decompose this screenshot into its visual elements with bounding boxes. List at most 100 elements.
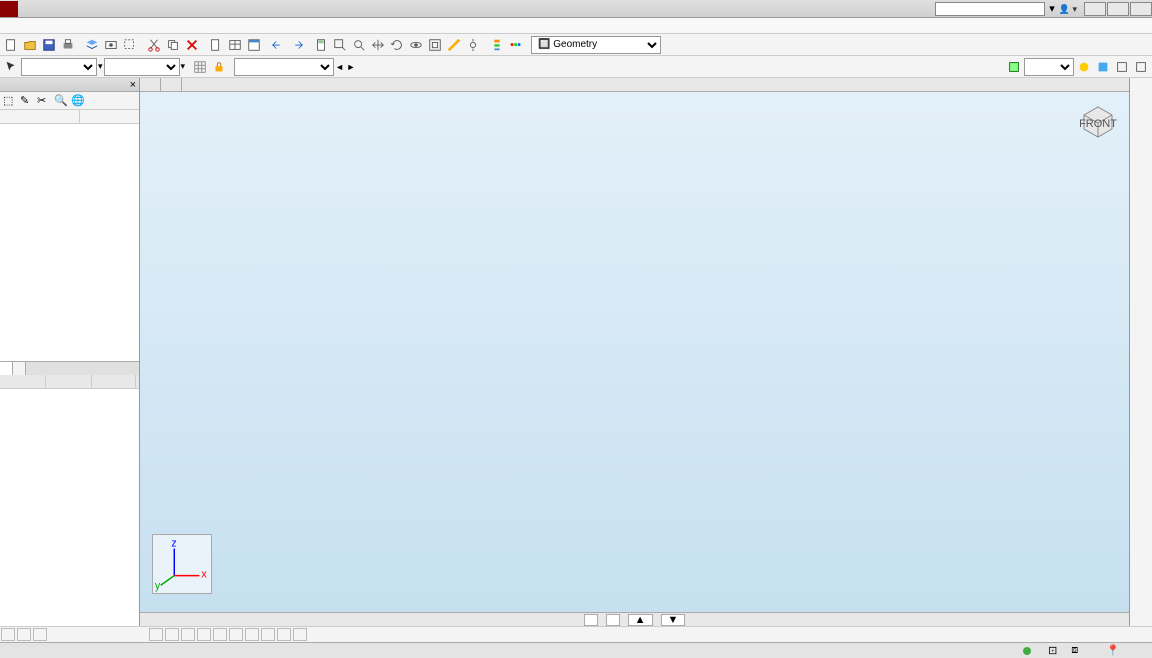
geometry-combo[interactable]: 🔲 Geometry xyxy=(531,36,661,54)
cursor-icon[interactable] xyxy=(2,58,20,76)
tab-groups[interactable] xyxy=(13,362,26,375)
maximize-button[interactable] xyxy=(1107,2,1129,16)
selection-icon[interactable] xyxy=(121,36,139,54)
right-toolbar xyxy=(1130,78,1152,626)
view-opt1-icon[interactable] xyxy=(1075,58,1093,76)
viewport-tab-view[interactable] xyxy=(140,78,161,91)
titlebar: ▾ 👤 ▾ xyxy=(0,0,1152,18)
zoom-extents-icon[interactable] xyxy=(350,36,368,54)
tree-globe-icon[interactable]: 🌐 xyxy=(71,94,85,108)
pan-icon[interactable] xyxy=(369,36,387,54)
svg-text:z: z xyxy=(171,538,176,550)
delete-icon[interactable] xyxy=(183,36,201,54)
screenshot-icon[interactable] xyxy=(102,36,120,54)
search-input[interactable] xyxy=(935,2,1045,16)
z-level-field[interactable] xyxy=(606,614,620,626)
orbit-icon[interactable] xyxy=(407,36,425,54)
viewport[interactable]: FRONT z x y ▲ ▼ xyxy=(140,78,1130,626)
bt-v10-icon[interactable] xyxy=(293,628,307,641)
print-icon[interactable] xyxy=(59,36,77,54)
grid-col-value[interactable] xyxy=(46,375,92,388)
bt-v2-icon[interactable] xyxy=(165,628,179,641)
bt-v7-icon[interactable] xyxy=(245,628,259,641)
svg-text:y: y xyxy=(155,580,161,592)
tab-geometry[interactable] xyxy=(0,362,13,375)
bt-v4-icon[interactable] xyxy=(197,628,211,641)
tree-col-number[interactable] xyxy=(80,110,139,123)
layers-icon[interactable] xyxy=(83,36,101,54)
calc-icon[interactable] xyxy=(312,36,330,54)
view-opt4-icon[interactable] xyxy=(1132,58,1150,76)
bt-v5-icon[interactable] xyxy=(213,628,227,641)
main-toolbar: 🔲 Geometry xyxy=(0,34,1152,56)
help-icon[interactable]: ▾ xyxy=(1049,2,1055,15)
rotate-icon[interactable] xyxy=(388,36,406,54)
menubar xyxy=(0,18,1152,34)
view-mode-3d-button[interactable] xyxy=(584,614,598,626)
viewport-tab-pan[interactable] xyxy=(161,78,182,91)
redo-icon[interactable] xyxy=(288,36,306,54)
undo-icon[interactable] xyxy=(269,36,287,54)
bt-v8-icon[interactable] xyxy=(261,628,275,641)
statusbar: ⊡ ⧈ 📍 xyxy=(0,642,1152,658)
svg-text:x: x xyxy=(201,569,207,581)
bt-v9-icon[interactable] xyxy=(277,628,291,641)
tree-search-icon[interactable]: 🔍 xyxy=(54,94,68,108)
new-icon[interactable] xyxy=(2,36,20,54)
bt-l2-icon[interactable] xyxy=(17,628,31,641)
object-inspector-panel: × ⬚ ✎ ✂ 🔍 🌐 xyxy=(0,78,140,626)
open-icon[interactable] xyxy=(21,36,39,54)
grid-icon[interactable] xyxy=(191,58,209,76)
load-case-combo[interactable] xyxy=(234,58,334,76)
grid-col-unit[interactable] xyxy=(92,375,136,388)
edit-icon[interactable] xyxy=(207,36,225,54)
inspector-close-icon[interactable]: × xyxy=(130,79,136,91)
property-grid[interactable] xyxy=(0,389,139,626)
status-nodes: ⊡ xyxy=(1048,644,1057,657)
zoom-window-icon[interactable] xyxy=(331,36,349,54)
tree-col-objects[interactable] xyxy=(0,110,80,123)
node-select-combo[interactable] xyxy=(21,58,97,76)
z-down-button[interactable]: ▼ xyxy=(661,614,686,626)
snap-icon[interactable] xyxy=(464,36,482,54)
secondary-toolbar: ▾ ▾ ◄ ► xyxy=(0,56,1152,78)
status-coords: 📍 xyxy=(1106,644,1120,657)
inspector-header: × xyxy=(0,78,139,92)
viewcube[interactable]: FRONT xyxy=(1077,100,1119,142)
bottom-toolbar-left xyxy=(0,626,1152,642)
lock-icon[interactable] xyxy=(210,58,228,76)
minimize-button[interactable] xyxy=(1084,2,1106,16)
close-button[interactable] xyxy=(1130,2,1152,16)
tree-tool1-icon[interactable]: ⬚ xyxy=(3,94,17,108)
bt-v3-icon[interactable] xyxy=(181,628,195,641)
view-opt2-icon[interactable] xyxy=(1094,58,1112,76)
app-logo xyxy=(0,1,18,17)
display-nodes-icon[interactable] xyxy=(1005,58,1023,76)
measure-icon[interactable] xyxy=(445,36,463,54)
model-canvas[interactable]: FRONT z x y xyxy=(140,92,1129,612)
save-icon[interactable] xyxy=(40,36,58,54)
bt-v6-icon[interactable] xyxy=(229,628,243,641)
axis-gizmo[interactable]: z x y xyxy=(152,534,212,594)
window-icon[interactable] xyxy=(245,36,263,54)
grid-col-name[interactable] xyxy=(0,375,46,388)
bt-l3-icon[interactable] xyxy=(33,628,47,641)
bt-l1-icon[interactable] xyxy=(1,628,15,641)
bt-v1-icon[interactable] xyxy=(149,628,163,641)
table-icon[interactable] xyxy=(226,36,244,54)
copy-icon[interactable] xyxy=(164,36,182,54)
cut-icon[interactable] xyxy=(145,36,163,54)
z-up-button[interactable]: ▲ xyxy=(628,614,653,626)
palette-icon[interactable] xyxy=(507,36,525,54)
tree-tool3-icon[interactable]: ✂ xyxy=(37,94,51,108)
display-combo[interactable] xyxy=(1024,58,1074,76)
filter-icon[interactable] xyxy=(488,36,506,54)
object-tree[interactable] xyxy=(0,124,139,361)
tree-tool2-icon[interactable]: ✎ xyxy=(20,94,34,108)
bar-select-combo[interactable] xyxy=(104,58,180,76)
user-label[interactable]: 👤 ▾ xyxy=(1059,3,1077,15)
svg-text:FRONT: FRONT xyxy=(1079,118,1117,130)
zoom-all-icon[interactable] xyxy=(426,36,444,54)
view-opt3-icon[interactable] xyxy=(1113,58,1131,76)
status-bars: ⧈ xyxy=(1071,644,1078,657)
